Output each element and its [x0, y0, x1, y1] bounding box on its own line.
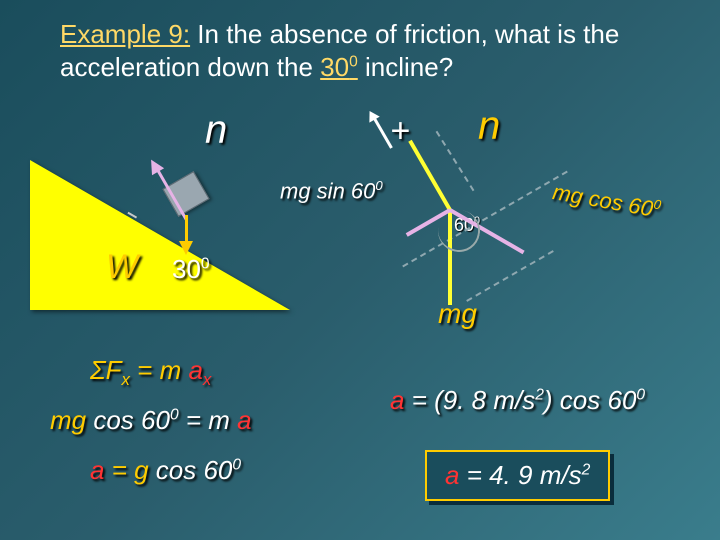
equation-a-gcos: a = g cos 600 — [90, 455, 241, 486]
equation-numeric: a = (9. 8 m/s2) cos 600 — [390, 385, 645, 416]
plus-axis-arrow — [373, 117, 393, 149]
result-box: a = 4. 9 m/s2 — [425, 450, 610, 501]
equation-mgcos-ma: mg cos 600 = m a — [50, 405, 252, 436]
incline-triangle — [30, 160, 290, 310]
incline-diagram — [30, 120, 330, 320]
axis-dash-normal — [436, 131, 475, 191]
title-angle: 300 — [320, 52, 358, 82]
equation-sumfx: ΣFx = m ax — [90, 355, 211, 390]
free-body-diagram — [360, 110, 700, 340]
title-body-2: incline? — [358, 52, 453, 82]
n-label-left: n — [205, 108, 227, 153]
normal-arrow-fbd — [408, 140, 451, 211]
axis-dash-lower — [466, 250, 554, 302]
w-label: W — [106, 248, 138, 287]
axis-dash-incline — [402, 171, 568, 268]
weight-arrow-left — [185, 215, 188, 245]
example-label: Example 9: — [60, 19, 190, 49]
problem-title: Example 9: In the absence of friction, w… — [60, 18, 690, 83]
incline-angle-label: 300 — [172, 254, 210, 285]
